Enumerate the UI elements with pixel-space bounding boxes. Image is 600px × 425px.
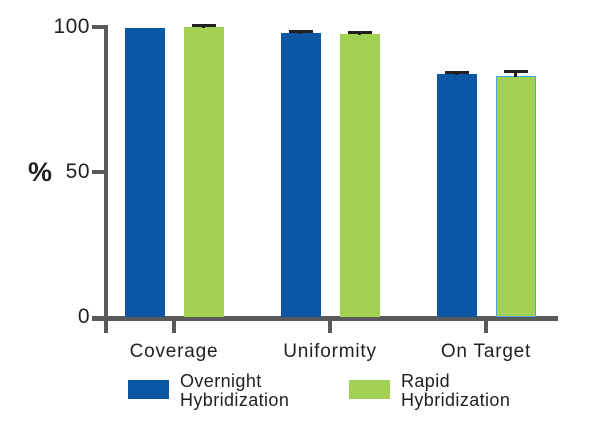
y-tick-50 [92, 170, 108, 174]
bar-rapid-hybridization-coverage [183, 27, 224, 317]
x-axis-label-on-target: On Target [440, 341, 532, 362]
x-axis-line [92, 316, 558, 321]
legend-swatch-overnight-hybridization [128, 380, 169, 399]
y-axis-line [104, 25, 108, 333]
plot-area [0, 23, 600, 317]
bar-overnight-hybridization-on-target [436, 73, 477, 317]
y-tick-label-0: 0 [77, 305, 90, 328]
y-tick-label-50: 50 [65, 160, 90, 183]
bar-overnight-hybridization-coverage [124, 27, 165, 317]
error-bar-cap [347, 30, 372, 34]
y-axis-title: % [27, 157, 52, 187]
bar-rapid-hybridization-on-target [495, 76, 536, 317]
legend-label-rapid-hybridization: Rapid Hybridization [401, 371, 511, 410]
legend: Overnight Hybridization Rapid Hybridizati… [0, 370, 600, 420]
error-bar-cap [503, 69, 528, 73]
legend-swatch-rapid-hybridization [349, 380, 390, 399]
error-bar-whisker [514, 70, 517, 77]
legend-item-rapid-hybridization: Rapid Hybridization [349, 372, 519, 410]
x-tick-on-target [484, 321, 488, 333]
error-bar-cap [288, 29, 313, 33]
x-tick-coverage [172, 321, 176, 333]
error-bar-cap [444, 70, 469, 74]
legend-item-overnight-hybridization: Overnight Hybridization [128, 372, 298, 410]
error-bar-cap [191, 23, 216, 27]
x-axis-label-coverage: Coverage [129, 341, 219, 362]
y-tick-100 [92, 25, 108, 29]
bar-overnight-hybridization-uniformity [280, 33, 321, 317]
bar-rapid-hybridization-uniformity [339, 34, 380, 317]
y-tick-label-100: 100 [53, 15, 90, 38]
x-tick-uniformity [328, 321, 332, 333]
legend-label-overnight-hybridization: Overnight Hybridization [180, 371, 290, 410]
x-axis-label-uniformity: Uniformity [283, 341, 377, 362]
